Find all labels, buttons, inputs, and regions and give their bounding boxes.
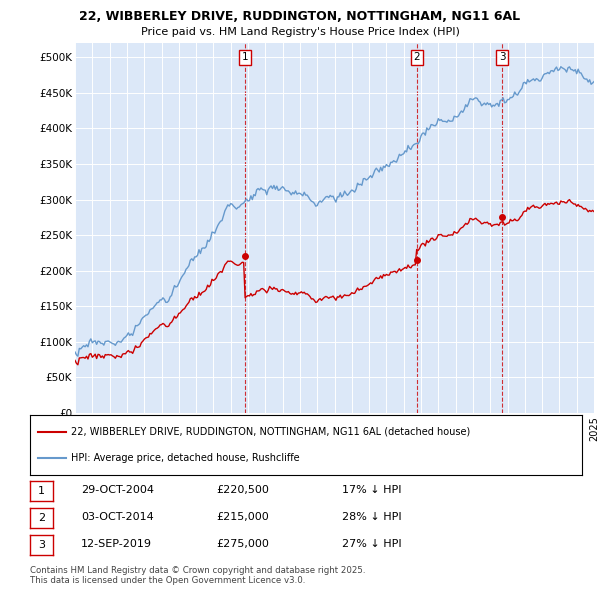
Text: 2: 2 [413,53,420,62]
Text: 12-SEP-2019: 12-SEP-2019 [81,539,152,549]
Text: 03-OCT-2014: 03-OCT-2014 [81,512,154,522]
Text: 3: 3 [38,540,45,550]
Text: 2: 2 [38,513,45,523]
Text: 28% ↓ HPI: 28% ↓ HPI [342,512,401,522]
Text: Price paid vs. HM Land Registry's House Price Index (HPI): Price paid vs. HM Land Registry's House … [140,27,460,37]
Text: £275,000: £275,000 [216,539,269,549]
Text: 3: 3 [499,53,506,62]
Text: 1: 1 [38,486,45,496]
Text: 27% ↓ HPI: 27% ↓ HPI [342,539,401,549]
Text: 29-OCT-2004: 29-OCT-2004 [81,485,154,495]
Text: Contains HM Land Registry data © Crown copyright and database right 2025.
This d: Contains HM Land Registry data © Crown c… [30,566,365,585]
Text: £220,500: £220,500 [216,485,269,495]
Text: 22, WIBBERLEY DRIVE, RUDDINGTON, NOTTINGHAM, NG11 6AL (detached house): 22, WIBBERLEY DRIVE, RUDDINGTON, NOTTING… [71,427,470,437]
Text: HPI: Average price, detached house, Rushcliffe: HPI: Average price, detached house, Rush… [71,453,300,463]
Text: 22, WIBBERLEY DRIVE, RUDDINGTON, NOTTINGHAM, NG11 6AL: 22, WIBBERLEY DRIVE, RUDDINGTON, NOTTING… [79,10,521,23]
Text: 1: 1 [242,53,248,62]
Text: £215,000: £215,000 [216,512,269,522]
Text: 17% ↓ HPI: 17% ↓ HPI [342,485,401,495]
